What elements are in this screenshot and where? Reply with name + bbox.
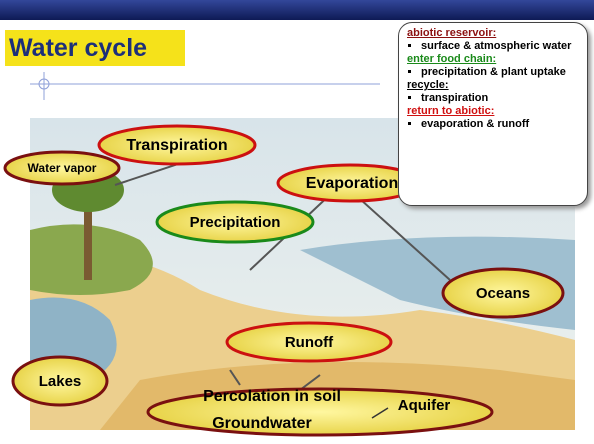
label: Aquifer [398, 397, 451, 414]
label: Runoff [285, 334, 334, 351]
section-item: precipitation & plant uptake [421, 66, 579, 79]
label: Water vapor [28, 161, 97, 175]
label: Precipitation [190, 214, 281, 231]
label: Evaporation [306, 175, 398, 192]
label: Groundwater [212, 415, 312, 432]
section-heading: return to abiotic: [407, 105, 579, 118]
title: Water cycle [5, 30, 185, 66]
section-list: evaporation & runoff [407, 118, 579, 131]
section-item: surface & atmospheric water [421, 40, 579, 53]
section-heading: enter food chain: [407, 53, 579, 66]
label: Transpiration [126, 137, 227, 154]
section-heading: recycle: [407, 79, 579, 92]
label: Percolation in soil [203, 388, 341, 405]
label: Oceans [476, 285, 530, 302]
slide: Transpiration Water vapor Evaporation Pr… [0, 0, 594, 444]
section-heading: abiotic reservoir: [407, 27, 579, 40]
section-list: precipitation & plant uptake [407, 66, 579, 79]
callout: abiotic reservoir:surface & atmospheric … [398, 22, 588, 206]
section-list: transpiration [407, 92, 579, 105]
label: Lakes [39, 373, 82, 390]
section-list: surface & atmospheric water [407, 40, 579, 53]
section-item: transpiration [421, 92, 579, 105]
section-item: evaporation & runoff [421, 118, 579, 131]
top-bar [0, 0, 594, 20]
